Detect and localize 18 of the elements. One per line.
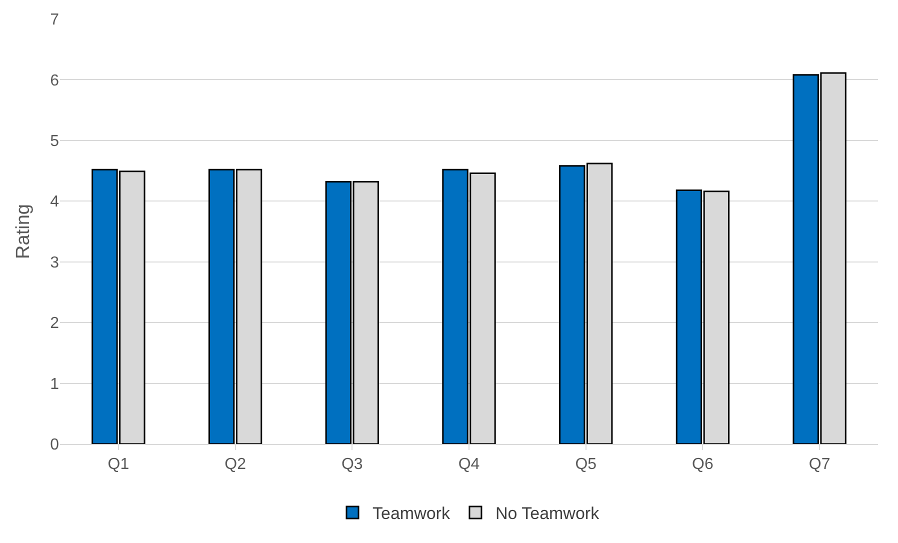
y-axis-title: Rating (12, 204, 34, 259)
y-tick-label: 1 (50, 376, 60, 393)
x-tick-label: Q2 (224, 456, 246, 474)
y-tick-label: 3 (50, 254, 60, 272)
x-tick-label: Q7 (808, 456, 830, 474)
y-tick-label: 6 (50, 72, 60, 90)
y-tick-label: 5 (50, 133, 60, 150)
y-tick-label: 0 (50, 436, 60, 454)
y-tick-label: 2 (50, 315, 60, 332)
y-tick-label: 4 (50, 194, 60, 211)
x-tick-label: Q5 (575, 456, 597, 474)
x-tick-label: Q4 (458, 456, 480, 474)
y-tick-label: 7 (50, 12, 60, 29)
x-tick-label: Q3 (341, 456, 363, 474)
legend-label: No Teamwork (495, 504, 600, 524)
x-tick-label: Q6 (692, 456, 714, 474)
x-tick-label: Q1 (108, 456, 130, 474)
legend-label: Teamwork (372, 504, 450, 524)
